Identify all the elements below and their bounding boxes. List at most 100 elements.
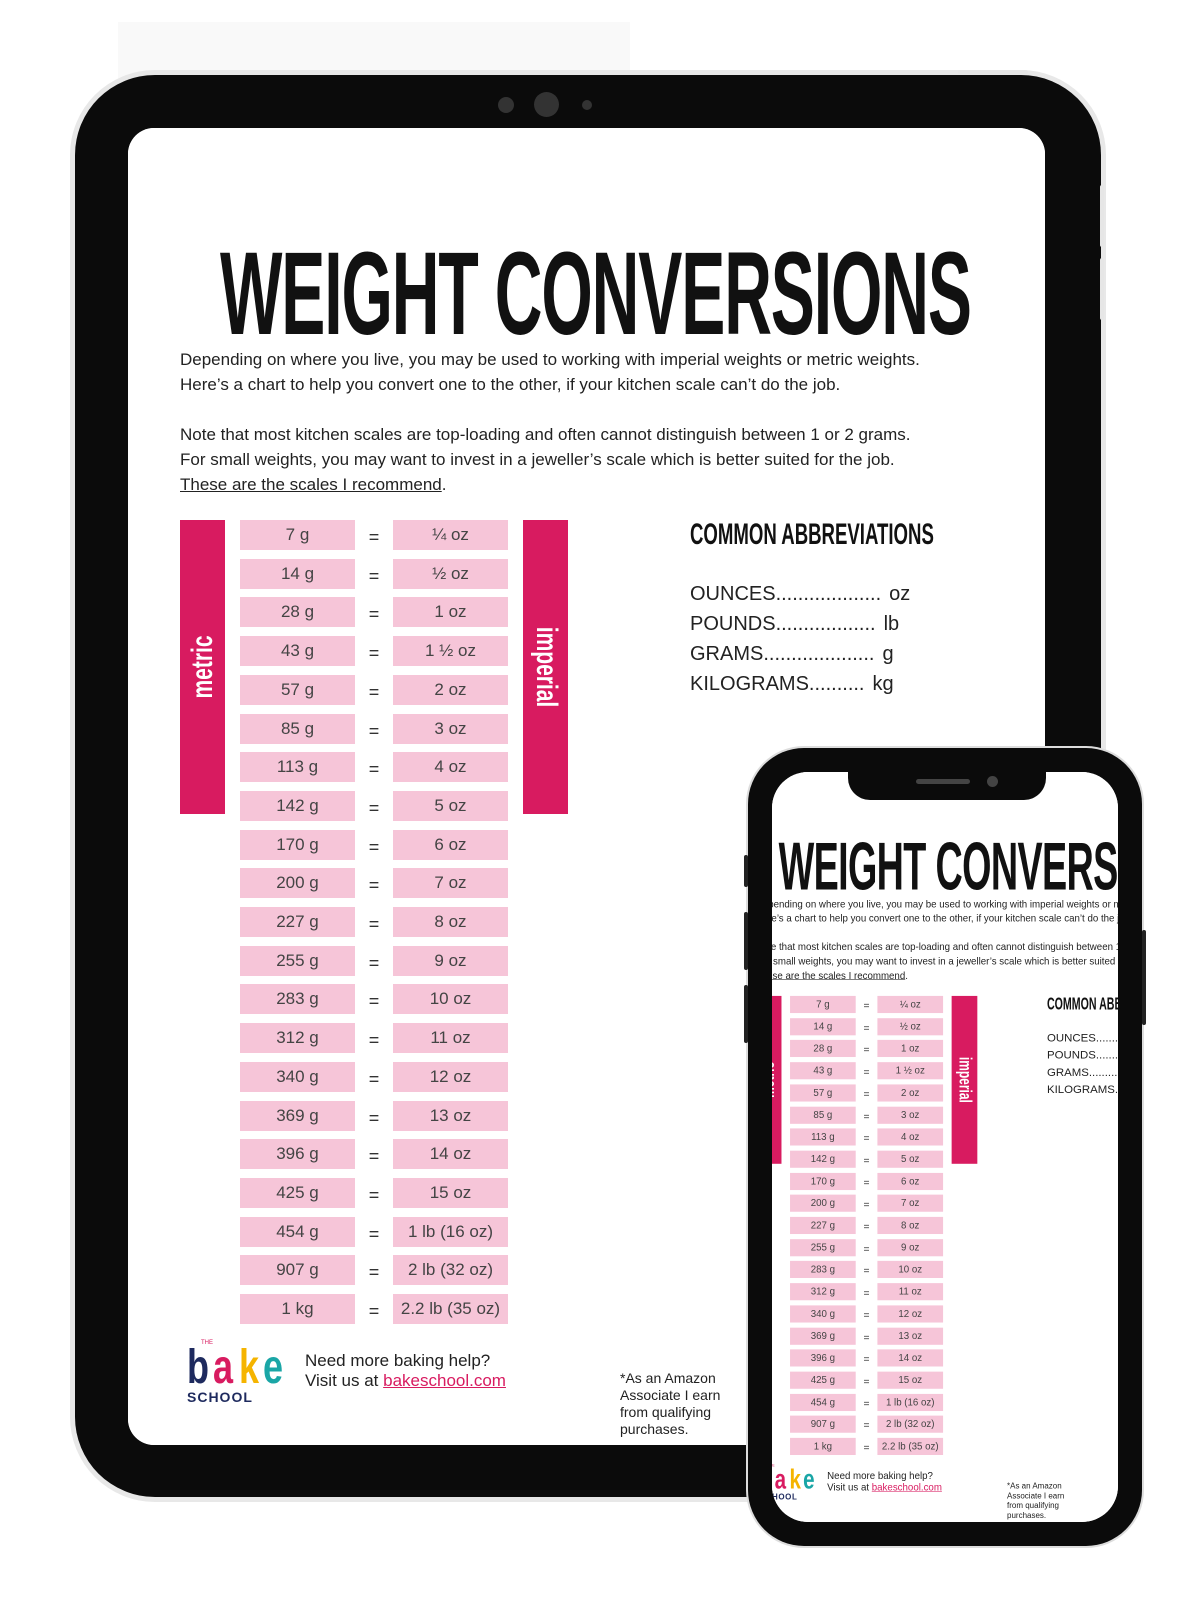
logo-letter: a xyxy=(774,1464,787,1495)
footer-help: Need more baking help? Visit us at bakes… xyxy=(827,1470,942,1493)
metric-cell: 28 g xyxy=(240,597,355,628)
logo-letter: k xyxy=(789,1464,801,1495)
metric-cell: 1 kg xyxy=(240,1294,355,1324)
metric-label: metric xyxy=(772,1061,778,1098)
metric-cell: 142 g xyxy=(240,790,355,821)
metric-cell: 57 g xyxy=(240,674,355,705)
equals-sign: = xyxy=(368,720,380,741)
phone-speaker xyxy=(916,779,970,784)
logo-the: THE xyxy=(772,1464,775,1468)
metric-cell: 340 g xyxy=(240,1061,355,1092)
imperial-cell: 1 ½ oz xyxy=(393,636,508,667)
equals-sign: = xyxy=(368,1107,380,1128)
equals-sign: = xyxy=(863,1397,870,1410)
metric-cell: 227 g xyxy=(790,1216,856,1235)
scales-link[interactable]: These are the scales I recommend xyxy=(772,970,906,982)
abbreviation-row: OUNCES................... oz xyxy=(690,582,910,606)
equals-sign: = xyxy=(368,1223,380,1244)
equals-sign: = xyxy=(863,1022,870,1034)
metric-cell: 43 g xyxy=(240,636,355,667)
equals-sign: = xyxy=(863,1287,870,1299)
metric-cell: 340 g xyxy=(790,1305,856,1323)
logo-letter: e xyxy=(263,1341,284,1394)
metric-cell: 142 g xyxy=(790,1150,856,1168)
metric-cell: 907 g xyxy=(240,1255,355,1286)
imperial-cell: 2.2 lb (35 oz) xyxy=(393,1294,508,1324)
abbreviation-row: GRAMS.................... g xyxy=(690,642,894,666)
imperial-cell: 11 oz xyxy=(877,1283,944,1301)
abbreviation-row: KILOGRAMS.......... kg xyxy=(690,672,894,696)
tablet-camera xyxy=(534,92,559,117)
imperial-cell: 1 ½ oz xyxy=(877,1062,944,1080)
bakeschool-link[interactable]: bakeschool.com xyxy=(383,1371,506,1390)
intro-paragraph: Depending on where you live, you may be … xyxy=(772,897,1118,926)
equals-sign: = xyxy=(368,1146,380,1167)
equals-sign: = xyxy=(368,797,380,818)
imperial-cell: 12 oz xyxy=(877,1305,944,1323)
abbreviation-name: OUNCES................... xyxy=(1046,1031,1118,1045)
abbreviation-value: lb xyxy=(883,613,900,635)
metric-cell: 227 g xyxy=(240,907,355,937)
phone-screen: WEIGHT CONVERSIONS Depending on where yo… xyxy=(772,772,1118,1522)
metric-cell: 170 g xyxy=(240,829,355,860)
imperial-cell: 5 oz xyxy=(877,1150,944,1168)
metric-cell: 454 g xyxy=(240,1216,355,1247)
equals-sign: = xyxy=(368,836,380,857)
metric-bar: metric xyxy=(772,995,782,1164)
page-title: WEIGHT CONVERSIONS xyxy=(220,228,972,360)
metric-cell: 396 g xyxy=(240,1139,355,1170)
tablet-volume-up xyxy=(1100,185,1104,247)
equals-sign: = xyxy=(863,999,870,1012)
note-paragraph: Note that most kitchen scales are top-lo… xyxy=(180,422,911,497)
footer-line: Need more baking help? xyxy=(827,1470,933,1482)
equals-sign: = xyxy=(368,681,380,702)
imperial-cell: 15 oz xyxy=(877,1371,944,1389)
amazon-disclosure: *As an Amazon Associate I earn from qual… xyxy=(1007,1481,1065,1520)
imperial-cell: 3 oz xyxy=(393,713,508,744)
abbreviations-title: COMMON ABBREVIATIONS xyxy=(1046,994,1118,1014)
background-shadow xyxy=(118,22,630,82)
imperial-cell: ½ oz xyxy=(877,1018,944,1036)
metric-cell: 425 g xyxy=(790,1371,856,1389)
equals-sign: = xyxy=(863,1066,870,1078)
imperial-cell: 11 oz xyxy=(393,1023,508,1054)
phone-volume-down xyxy=(744,985,748,1043)
bake-school-logo: THE b a k e SCHOOL xyxy=(187,1340,297,1406)
period: . xyxy=(441,475,447,494)
scales-link[interactable]: These are the scales I recommend xyxy=(180,475,442,494)
logo-letter: b xyxy=(187,1341,209,1394)
metric-cell: 28 g xyxy=(790,1040,856,1058)
bakeschool-link[interactable]: bakeschool.com xyxy=(871,1481,942,1493)
imperial-cell: 10 oz xyxy=(393,984,508,1015)
metric-cell: 396 g xyxy=(790,1349,856,1367)
imperial-cell: 1 oz xyxy=(877,1040,944,1058)
abbreviation-value: kg xyxy=(872,673,894,695)
equals-sign: = xyxy=(368,1301,380,1321)
note-paragraph: Note that most kitchen scales are top-lo… xyxy=(772,940,1118,983)
metric-cell: 454 g xyxy=(790,1393,856,1411)
footer-line: Need more baking help? xyxy=(305,1351,491,1370)
equals-sign: = xyxy=(863,1242,870,1255)
metric-cell: 369 g xyxy=(790,1327,856,1345)
equals-sign: = xyxy=(368,914,380,934)
equals-sign: = xyxy=(368,1262,380,1283)
note-line: Note that most kitchen scales are top-lo… xyxy=(180,425,911,444)
footer-help: Need more baking help? Visit us at bakes… xyxy=(305,1351,506,1391)
tablet-sensor xyxy=(498,97,514,113)
imperial-cell: 1 lb (16 oz) xyxy=(393,1216,508,1247)
footer-prefix: Visit us at xyxy=(827,1481,872,1493)
metric-bar: metric xyxy=(180,520,225,814)
metric-cell: 7 g xyxy=(240,520,355,550)
intro-line: Depending on where you live, you may be … xyxy=(180,350,920,369)
equals-sign: = xyxy=(368,565,380,586)
metric-cell: 283 g xyxy=(240,984,355,1015)
tablet-top-button xyxy=(958,70,1028,74)
equals-sign: = xyxy=(863,1154,870,1167)
metric-cell: 200 g xyxy=(790,1194,856,1212)
metric-cell: 369 g xyxy=(240,1100,355,1131)
equals-sign: = xyxy=(863,1375,870,1387)
metric-cell: 907 g xyxy=(790,1415,856,1433)
abbreviation-row: POUNDS.................. lb xyxy=(1047,1048,1118,1062)
imperial-cell: 14 oz xyxy=(877,1349,944,1367)
imperial-cell: 8 oz xyxy=(877,1216,944,1235)
